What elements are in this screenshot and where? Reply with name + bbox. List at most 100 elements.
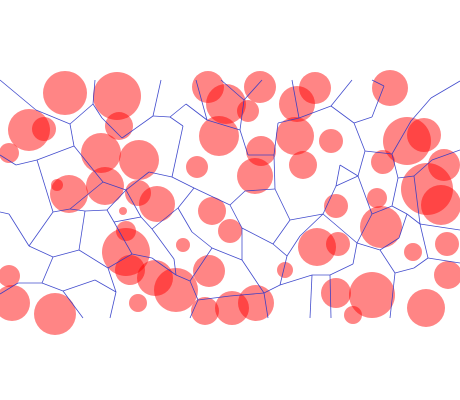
circle-50 — [434, 261, 460, 289]
voronoi-edge-64 — [173, 258, 177, 276]
voronoi-edge-104 — [352, 242, 358, 265]
circle-8 — [8, 109, 50, 151]
voronoi-edge-5 — [73, 145, 104, 183]
voronoi-edge-56 — [211, 247, 243, 261]
voronoi-edge-81 — [0, 154, 17, 166]
circle-42 — [326, 232, 350, 256]
circle-16 — [383, 117, 431, 165]
voronoi-edge-115 — [391, 205, 408, 215]
voronoi-edge-83 — [69, 208, 86, 212]
voronoi-edge-10 — [169, 116, 184, 127]
voronoi-edge-2 — [69, 103, 94, 125]
voronoi-edge-60 — [151, 207, 179, 230]
voronoi-edge-34 — [410, 97, 432, 122]
circle-3 — [206, 84, 246, 124]
voronoi-edge-76 — [52, 208, 71, 213]
circle-35 — [218, 219, 242, 243]
voronoi-edge-101 — [279, 274, 313, 286]
voronoi-edge-8 — [148, 171, 173, 178]
voronoi-edge-105 — [335, 224, 358, 244]
voronoi-edge-136 — [339, 164, 359, 177]
voronoi-edge-87 — [113, 221, 133, 255]
circle-57 — [321, 278, 351, 308]
voronoi-edge-86 — [106, 209, 115, 223]
voronoi-edge-82 — [78, 210, 86, 251]
voronoi-edge-119 — [391, 177, 399, 207]
circle-14 — [276, 117, 314, 155]
voronoi-edge-80 — [15, 159, 38, 166]
voronoi-edge-52 — [279, 255, 288, 286]
voronoi-edge-126 — [419, 223, 429, 259]
voronoi-edge-70 — [78, 249, 109, 269]
circle-38 — [435, 232, 459, 256]
voronoi-edge-14 — [92, 103, 103, 119]
voronoi-edge-117 — [356, 213, 373, 244]
voronoi-edge-107 — [356, 242, 381, 251]
circles-layer — [0, 70, 460, 335]
voronoi-edge-103 — [329, 263, 354, 276]
voronoi-edge-24 — [277, 117, 300, 124]
voronoi-edge-45 — [171, 176, 195, 189]
voronoi-edge-123 — [431, 149, 460, 161]
voronoi-edge-11 — [152, 115, 171, 118]
voronoi-edge-93 — [0, 282, 19, 295]
voronoi-edge-33 — [391, 120, 412, 155]
circle-22 — [237, 158, 273, 194]
voronoi-edge-120 — [391, 153, 399, 179]
circle-41 — [298, 228, 336, 266]
circle-20 — [186, 156, 208, 178]
voronoi-edge-67 — [151, 257, 177, 276]
voronoi-edge-113 — [379, 237, 400, 251]
circle-47 — [193, 255, 225, 287]
voronoi-edge-23 — [273, 122, 279, 156]
voronoi-edge-17 — [185, 103, 208, 121]
voronoi-edge-68 — [131, 253, 153, 259]
voronoi-edge-7 — [125, 171, 150, 191]
voronoi-edge-47 — [241, 227, 274, 245]
voronoi-edge-75 — [28, 211, 54, 247]
circle-11 — [105, 112, 133, 140]
circle-58 — [349, 272, 395, 318]
voronoi-edge-1 — [35, 109, 71, 125]
circle-0 — [43, 71, 87, 115]
voronoi-edge-35 — [430, 80, 460, 99]
circle-44 — [115, 255, 145, 285]
voronoi-edge-131 — [419, 223, 460, 231]
voronoi-edge-78 — [36, 159, 54, 213]
voronoi-edge-85 — [106, 189, 127, 211]
circle-40 — [176, 238, 190, 252]
circle-7 — [372, 70, 408, 106]
circle-46 — [154, 268, 198, 312]
voronoi-edge-72 — [28, 245, 54, 258]
voronoi-edge-0 — [0, 79, 37, 111]
circle-61 — [51, 179, 63, 191]
voronoi-edge-65 — [175, 274, 191, 282]
voronoi-edge-32 — [364, 150, 393, 155]
voronoi-edge-21 — [239, 129, 249, 156]
voronoi-edge-49 — [272, 243, 288, 257]
voronoi-edge-97 — [94, 279, 117, 293]
voronoi-edge-132 — [220, 79, 245, 101]
voronoi-edge-19 — [239, 99, 245, 131]
voronoi-layer — [0, 79, 460, 319]
voronoi-edge-61 — [140, 216, 153, 230]
voronoi-edge-27 — [330, 105, 355, 124]
circle-26 — [50, 175, 88, 213]
circle-13 — [237, 100, 259, 122]
voronoi-edge-94 — [41, 282, 64, 292]
voronoi-edge-66 — [189, 247, 213, 282]
voronoi-edge-108 — [379, 249, 396, 274]
voronoi-edge-125 — [406, 213, 421, 225]
voronoi-edge-89 — [107, 267, 117, 293]
circle-34 — [421, 185, 460, 225]
circle-21 — [246, 136, 276, 166]
voronoi-edge-13 — [101, 117, 123, 139]
voronoi-edge-40 — [274, 188, 291, 221]
circle-55 — [215, 291, 249, 325]
circle-27 — [86, 167, 124, 205]
voronoi-edge-109 — [389, 272, 396, 319]
voronoi-edge-118 — [357, 175, 373, 215]
circle-43 — [404, 243, 422, 261]
